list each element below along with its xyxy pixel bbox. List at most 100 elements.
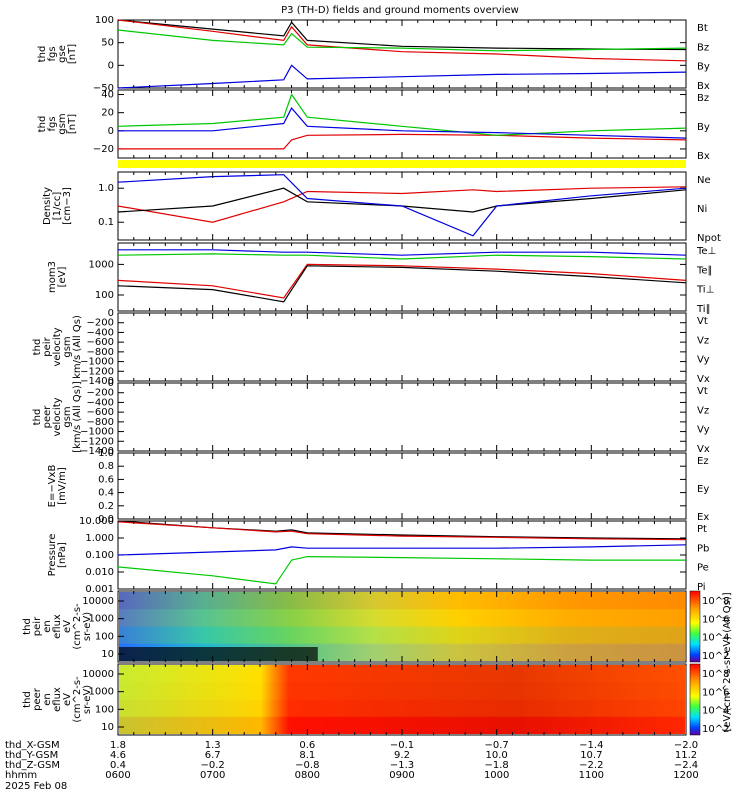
chart-fgs_gse-series-Bx [117,64,687,89]
chart-peir_velocity-ytick: −1400 [80,376,114,387]
chart-efield-ytick: 0.4 [98,488,114,499]
chart-peir_spectrogram-band [119,626,685,644]
chart-peer_spectrogram-band [119,716,685,734]
chart-peir_velocity-legend-Vy: Vy [697,355,710,366]
chart-pressure-ytick: 0.001 [85,584,114,595]
chart-pressure-ylabel: [nPa] [57,542,68,568]
xaxis-value: 4.6 [110,750,126,761]
chart-peir_velocity-ytick: −1200 [80,366,114,377]
chart-peer_velocity-ytick: −600 [87,407,114,418]
chart-peer_velocity-ytick: −800 [87,417,114,428]
chart-peir_velocity-legend-Vt: Vt [697,316,708,327]
chart-moments-series-Te∥ [117,265,687,303]
chart-peer_spectrogram-ylabel: (cm^2-s- [72,676,83,723]
yellow-bar [118,160,686,168]
chart-efield-ytick: 0.6 [98,474,114,485]
chart-peer_velocity-ylabel: [km/s (All Qs)] [72,381,83,453]
chart-peir_spectrogram-ylabel: en [42,620,53,633]
chart-pressure-legend-Pb: Pb [697,543,709,554]
chart-moments-legend-Ti∥: Ti∥ [696,304,711,315]
chart-peir_velocity-legend-Vx: Vx [697,374,710,385]
chart-fgs_gse-series-Bt [117,19,687,51]
chart-peir_spectrogram-ylabel: peir [32,616,43,636]
xaxis-row-label: thd_Z-GSM [5,760,60,771]
chart-fgs_gse-ytick: −50 [93,83,114,94]
chart-pressure-ylabel: Pressure [47,534,58,577]
chart-moments-series-Te⊥ [117,263,687,299]
chart-fgs_gsm-ytick: 20 [101,108,114,119]
chart-peir_velocity-frame [117,312,687,382]
xaxis-value: 10.0 [486,750,508,761]
chart-peir_spectrogram-band [119,609,685,627]
xaxis-value: 1.3 [205,740,221,751]
chart-moments-ylabel: [eV] [57,267,68,288]
chart-peer_spectrogram-ylabel: thd [22,691,33,708]
chart-fgs_gse-ylabel: thd [37,46,48,63]
chart-fgs_gsm-ylabel: fgs [47,116,58,131]
chart-moments-legend-Ti⊥: Ti⊥ [696,285,714,296]
chart-peer_spectrogram-band [119,682,685,700]
xaxis-value: 1000 [484,770,509,781]
chart-pressure-ytick: 1.000 [85,533,114,544]
chart-peir_spectrogram-ytick: 100 [95,631,114,642]
chart-efield-ytick: 1.0 [98,448,114,459]
chart-peir_spectrogram-ylabel: eV [62,620,73,633]
chart-fgs_gsm-legend-Bz: Bz [697,93,709,104]
chart-peer_spectrogram-colorbar-tick: 10^8 [702,669,729,680]
xaxis-value: 0600 [105,770,130,781]
xaxis-value: 0900 [389,770,414,781]
xaxis-value: −2.2 [579,760,603,771]
chart-peir_spectrogram-ytick: 10 [101,649,114,660]
chart-density-ylabel: Density [42,187,53,225]
chart-peir_velocity-ytick: −200 [87,318,114,329]
xaxis-value: 0800 [295,770,320,781]
chart-fgs_gsm-ytick: −20 [93,144,114,155]
chart-fgs_gsm-ylabel: thd [37,116,48,133]
chart-peir_velocity-ylabel: thd [32,339,43,356]
chart-peir_velocity-ytick: 0 [108,308,114,319]
chart-peer_spectrogram-ytick: 10 [101,722,114,733]
chart-density-legend-Npot: Npot [697,233,721,244]
chart-peer_velocity-ytick: 0 [108,378,114,389]
chart-peer_spectrogram-cells [119,665,685,734]
chart-peir_spectrogram-ylabel: thd [22,618,33,635]
chart-peer_velocity-legend-Vt: Vt [697,386,708,397]
chart-fgs_gse-series-Bz [117,19,687,62]
chart-peir_spectrogram-ylabel: (cm^2-s- [72,603,83,650]
xaxis-value: 1100 [579,770,604,781]
chart-moments-series-Ti⊥ [118,249,687,256]
chart-peer_velocity-legend-Vy: Vy [697,425,710,436]
chart-peer_velocity-legend-Vx: Vx [697,444,710,455]
xaxis-value: 8.1 [299,750,315,761]
chart-peir_spectrogram-colorbar-tick: 10^4 [702,633,729,644]
chart-peir_velocity-ylabel: velocity [52,327,63,366]
chart-fgs_gsm-series-Bx [118,107,687,139]
chart-fgs_gse-legend-By: By [697,62,710,73]
xaxis-value: −0.7 [485,740,509,751]
chart-peer_spectrogram-colorbar-tick: 10^6 [702,687,729,698]
chart-fgs_gse-ytick: 100 [95,15,114,26]
chart-moments-legend-Te⊥: Te⊥ [696,246,716,257]
chart-moments-ytick: 1000 [89,259,114,270]
chart-efield-ytick: 0.2 [98,501,114,512]
xaxis-value: 0700 [200,770,225,781]
xaxis-value: 0.6 [299,740,315,751]
chart-fgs_gsm-legend-Bx: Bx [697,151,710,162]
chart-peer_spectrogram-ylabel: eV [62,693,73,706]
chart-peer_velocity-legend-Vz: Vz [697,405,709,416]
chart-peer_velocity-ytick: −1000 [80,427,114,438]
chart-peer_velocity-ylabel: peer [42,405,53,429]
chart-moments-series-Ti∥ [117,253,687,260]
chart-peer_velocity-ylabel: gsm [62,406,73,427]
chart-fgs_gsm-series-By [117,93,687,136]
chart-fgs_gse-ylabel: gse [57,45,68,63]
chart-peir_spectrogram-ytick: 10000 [82,596,114,607]
xaxis-value: 1.8 [110,740,126,751]
chart-density-legend-Ne: Ne [697,175,711,186]
chart-peir_velocity-ytick: −1000 [80,357,114,368]
chart-efield-legend-Ez: Ez [697,456,709,467]
chart-pressure-frame [117,520,687,590]
chart-peer_velocity-frame [117,382,687,452]
